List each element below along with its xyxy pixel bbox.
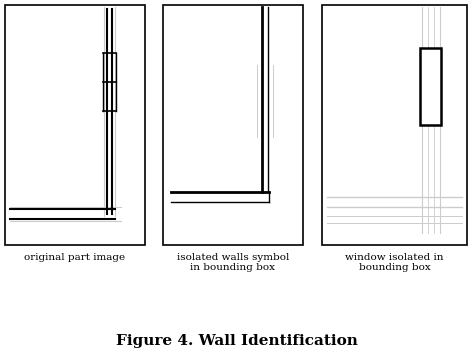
Text: original part image: original part image	[25, 253, 126, 262]
Bar	[5, 5, 145, 245]
Bar	[420, 48, 441, 125]
Text: window isolated in
bounding box: window isolated in bounding box	[345, 253, 444, 273]
Bar	[163, 5, 303, 245]
Bar	[322, 5, 467, 245]
Text: isolated walls symbol
in bounding box: isolated walls symbol in bounding box	[177, 253, 289, 273]
Text: Figure 4. Wall Identification: Figure 4. Wall Identification	[116, 334, 358, 348]
